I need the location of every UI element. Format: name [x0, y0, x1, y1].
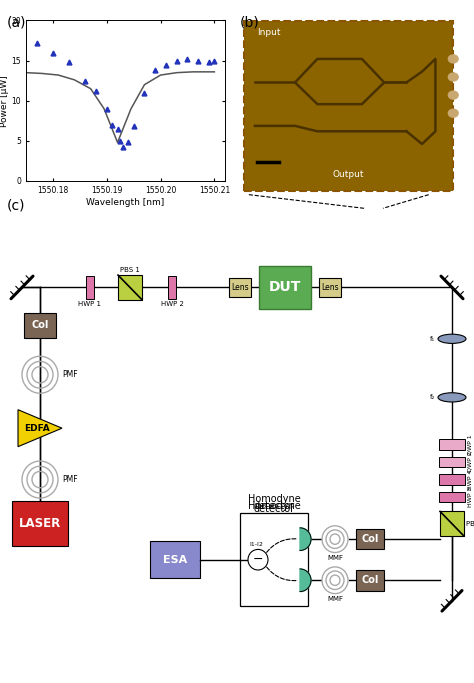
- Text: QWP 2: QWP 2: [468, 451, 473, 473]
- Polygon shape: [300, 569, 311, 591]
- Text: PBS 2: PBS 2: [466, 520, 474, 527]
- Text: I1-I2: I1-I2: [249, 542, 263, 547]
- Text: (b): (b): [239, 15, 259, 29]
- Bar: [229, 278, 251, 296]
- Text: detector: detector: [254, 504, 294, 514]
- X-axis label: Wavelength [nm]: Wavelength [nm]: [86, 197, 165, 207]
- Bar: [356, 570, 384, 591]
- Text: detector: detector: [254, 490, 294, 512]
- Polygon shape: [18, 410, 62, 447]
- Bar: [319, 278, 341, 296]
- Circle shape: [248, 549, 268, 570]
- Text: HWP 4: HWP 4: [468, 469, 473, 490]
- Bar: [439, 439, 465, 450]
- Ellipse shape: [438, 334, 466, 344]
- Text: (c): (c): [7, 198, 26, 212]
- Bar: [439, 457, 465, 467]
- Polygon shape: [300, 528, 311, 550]
- Bar: [356, 529, 384, 549]
- Circle shape: [448, 91, 458, 99]
- Circle shape: [448, 73, 458, 81]
- Text: Lens: Lens: [231, 283, 249, 292]
- Text: LASER: LASER: [19, 517, 61, 530]
- Text: f₁: f₁: [430, 336, 435, 342]
- Text: Lens: Lens: [321, 283, 339, 292]
- Bar: [439, 492, 465, 502]
- Text: Homodyne: Homodyne: [247, 494, 301, 504]
- Text: PBS 1: PBS 1: [120, 267, 140, 273]
- Text: DUT: DUT: [269, 281, 301, 294]
- Text: Homodyne: Homodyne: [247, 501, 301, 512]
- Text: −: −: [253, 553, 263, 566]
- Circle shape: [448, 55, 458, 63]
- Bar: [440, 512, 464, 536]
- Text: MMF: MMF: [327, 596, 343, 602]
- Text: Output: Output: [333, 169, 365, 178]
- Text: Col: Col: [31, 320, 49, 331]
- Text: HWP 3: HWP 3: [468, 487, 473, 507]
- Bar: [118, 275, 142, 300]
- Text: HWP 1: HWP 1: [79, 301, 101, 307]
- Text: QWP 1: QWP 1: [468, 434, 473, 455]
- Bar: [150, 541, 200, 579]
- Text: Input: Input: [257, 29, 281, 38]
- Text: MMF: MMF: [327, 555, 343, 561]
- Bar: [12, 501, 68, 546]
- Text: PMF: PMF: [62, 370, 78, 379]
- Text: EDFA: EDFA: [24, 423, 50, 433]
- Bar: [86, 276, 94, 298]
- Text: PMF: PMF: [62, 475, 78, 484]
- Text: Col: Col: [361, 534, 379, 544]
- Bar: [240, 514, 308, 606]
- Text: ESA: ESA: [163, 555, 187, 565]
- Ellipse shape: [438, 393, 466, 402]
- Text: f₂: f₂: [429, 394, 435, 400]
- Text: HWP 2: HWP 2: [161, 301, 183, 307]
- Bar: [259, 266, 311, 309]
- Text: Col: Col: [361, 575, 379, 585]
- Bar: [24, 313, 56, 338]
- Bar: [439, 475, 465, 485]
- Circle shape: [448, 109, 458, 117]
- Y-axis label: Power [μW]: Power [μW]: [0, 75, 9, 126]
- Bar: [168, 276, 176, 298]
- Text: (a): (a): [7, 15, 27, 29]
